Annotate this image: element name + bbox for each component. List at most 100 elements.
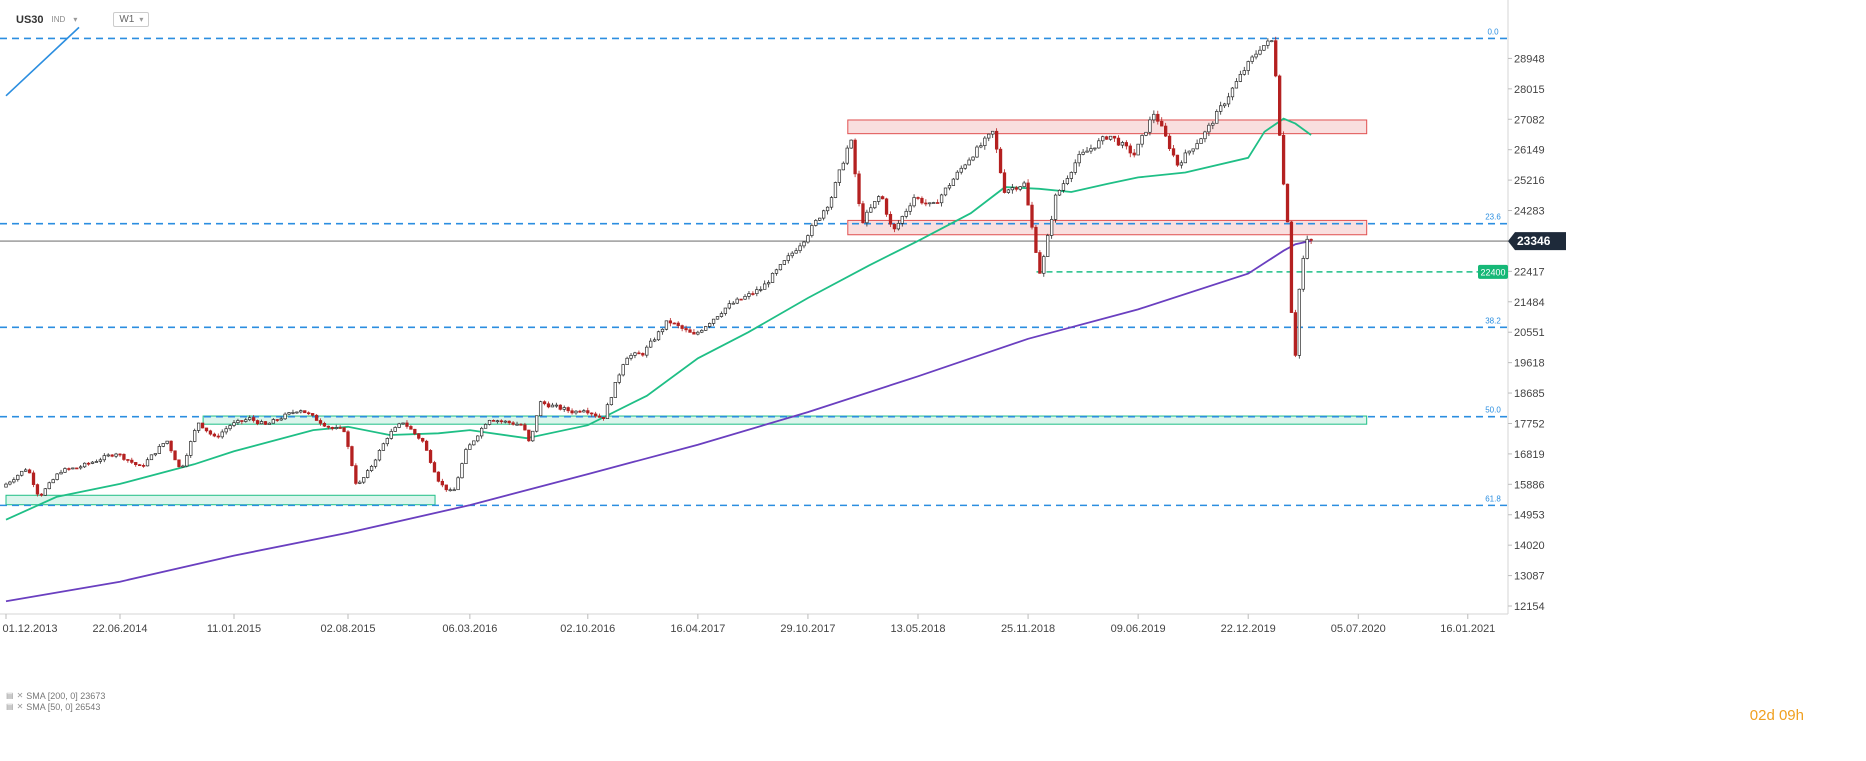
candle-body [1073, 162, 1077, 173]
candle-body [928, 202, 932, 205]
candle-body [271, 419, 275, 424]
candle-body [1289, 221, 1294, 313]
candle-body [354, 465, 358, 484]
y-tick-label: 15886 [1514, 479, 1545, 491]
candle-body [1152, 113, 1156, 121]
candle-body [47, 482, 51, 490]
candle-body [322, 422, 327, 427]
candle-body [1270, 40, 1274, 43]
candle-body [1014, 187, 1018, 190]
candle-body [1222, 103, 1227, 107]
candle-body [806, 235, 810, 243]
candle-body [35, 484, 40, 495]
candle-body [240, 420, 244, 422]
candle-body [476, 435, 480, 442]
candle-body [255, 420, 260, 425]
candle-body [12, 479, 16, 483]
candle-body [134, 462, 138, 466]
candle-body [920, 197, 924, 204]
candle-body [307, 412, 311, 415]
candle-body [888, 213, 893, 225]
candle-body [641, 353, 645, 356]
timeframe-selector[interactable]: W1 ▾ [113, 12, 150, 27]
candle-body [43, 488, 47, 496]
candle-body [967, 159, 971, 166]
candle-body [822, 210, 826, 219]
candle-body [1050, 219, 1054, 236]
candle-body [704, 326, 708, 331]
x-tick-label: 05.07.2020 [1331, 623, 1386, 635]
candle-body [51, 479, 55, 484]
candle-body [660, 328, 665, 333]
candle-body [444, 484, 448, 491]
candle-body [900, 216, 904, 224]
candle-body [267, 422, 272, 425]
candle-body [1077, 153, 1081, 164]
fib-level-label: 61.8 [1485, 494, 1501, 503]
candle-body [428, 450, 433, 463]
candle-body [582, 410, 586, 413]
candle-body [1309, 238, 1313, 241]
candle-body [1108, 135, 1113, 140]
candle-body [947, 185, 952, 189]
close-icon[interactable]: ✕ [16, 691, 24, 700]
candle-body [613, 382, 617, 398]
candle-body [1285, 183, 1290, 223]
candle-body [774, 269, 779, 274]
candle-body [1274, 40, 1278, 77]
candle-body [1183, 152, 1187, 164]
candle-body [841, 162, 845, 171]
candle-body [145, 459, 150, 467]
candle-body [798, 245, 802, 251]
candle-body [1293, 312, 1298, 356]
y-tick-label: 28015 [1514, 84, 1545, 96]
x-tick-label: 25.11.2018 [1001, 623, 1055, 635]
candle-body [244, 419, 248, 422]
candle-body [75, 467, 79, 470]
candle-body [723, 307, 728, 314]
candle-body [1105, 136, 1109, 140]
level-marker-badge [1478, 264, 1508, 279]
x-tick-label: 13.05.2018 [890, 623, 945, 635]
candle-body [1203, 131, 1207, 140]
candle-body [1219, 105, 1223, 112]
candle-body [59, 471, 63, 475]
candle-body [578, 410, 582, 413]
candle-body [1018, 186, 1022, 190]
candle-body [597, 415, 602, 418]
candle-body [896, 222, 900, 230]
candle-body [751, 293, 755, 295]
candle-body [173, 450, 177, 461]
candle-body [916, 197, 920, 199]
chevron-down-icon[interactable]: ▾ [73, 15, 78, 24]
candle-body [232, 422, 236, 426]
candle-body [1034, 226, 1038, 253]
legend-item-sma200[interactable]: ▤ ✕ SMA [200, 0] 23673 [6, 690, 105, 701]
candle-body [177, 459, 181, 467]
candle-body [1069, 172, 1073, 179]
candle-body [672, 322, 676, 325]
candle-body [1175, 154, 1180, 166]
candle-body [114, 453, 118, 457]
candle-body [169, 440, 173, 452]
candle-body [570, 410, 574, 414]
candle-body [680, 325, 684, 329]
candle-body [303, 410, 307, 414]
legend-item-sma50[interactable]: ▤ ✕ SMA [50, 0] 26543 [6, 701, 105, 712]
y-tick-label: 13087 [1514, 571, 1545, 583]
candle-body [955, 171, 959, 180]
close-icon[interactable]: ✕ [16, 702, 24, 711]
candle-body [90, 461, 95, 464]
settings-icon[interactable]: ▤ [6, 702, 14, 711]
y-tick-label: 21484 [1514, 297, 1545, 309]
candle-body [487, 419, 492, 425]
candle-body [617, 374, 621, 383]
candle-body [845, 147, 849, 164]
symbol-label[interactable]: US30 [16, 13, 44, 26]
candle-body [366, 470, 370, 478]
settings-icon[interactable]: ▤ [6, 691, 14, 700]
candle-body [495, 420, 500, 423]
current-price-label: 23346 [1517, 234, 1551, 248]
